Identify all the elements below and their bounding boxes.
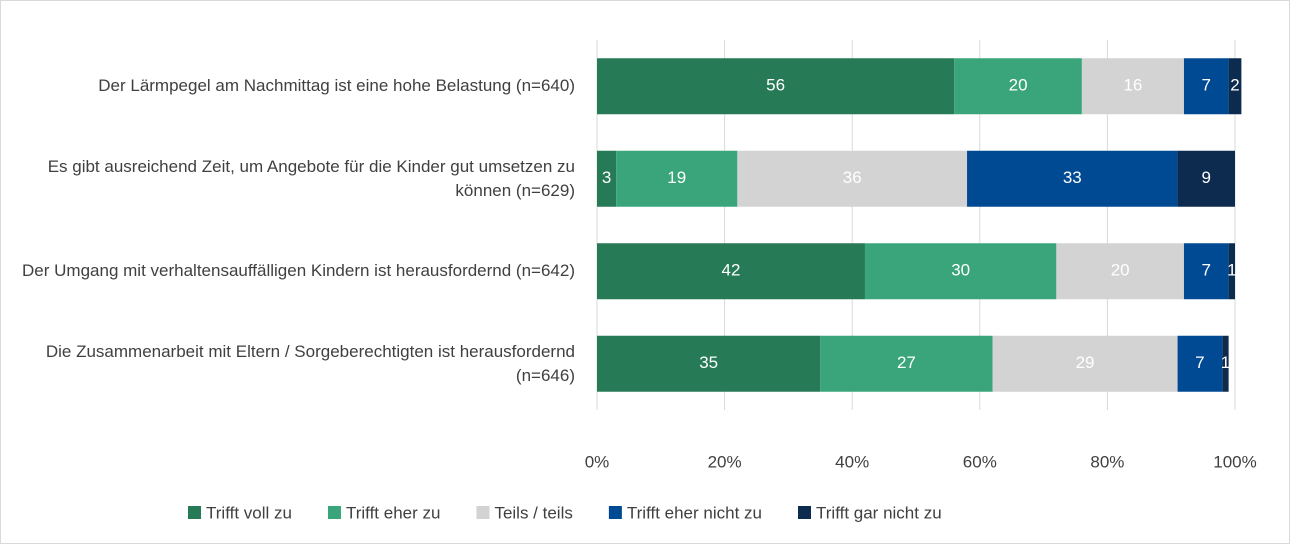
value-label: 20 bbox=[1009, 76, 1028, 95]
bar-segment bbox=[616, 150, 738, 207]
bar-segment bbox=[597, 58, 955, 115]
x-tick-label: 0% bbox=[585, 452, 610, 471]
bar-segment bbox=[1177, 335, 1223, 392]
value-label: 7 bbox=[1202, 261, 1211, 280]
legend-swatch bbox=[798, 506, 811, 519]
x-tick-label: 40% bbox=[835, 452, 869, 471]
value-label: 27 bbox=[897, 353, 916, 372]
bar-segment bbox=[1177, 150, 1235, 207]
value-label: 29 bbox=[1076, 353, 1095, 372]
value-label: 16 bbox=[1123, 76, 1142, 95]
x-tick-label: 80% bbox=[1090, 452, 1124, 471]
value-label: 1 bbox=[1227, 261, 1236, 280]
value-label: 30 bbox=[951, 261, 970, 280]
value-label: 19 bbox=[667, 168, 686, 187]
category-label: Es gibt ausreichend Zeit, um Angebote fü… bbox=[47, 156, 575, 200]
legend-label: Trifft voll zu bbox=[206, 503, 292, 522]
legend-label: Trifft eher nicht zu bbox=[627, 503, 762, 522]
legend-label: Trifft eher zu bbox=[346, 503, 440, 522]
bar-segment bbox=[1183, 58, 1229, 115]
value-label: 20 bbox=[1111, 261, 1130, 280]
bar-segment bbox=[1228, 58, 1242, 115]
value-label: 33 bbox=[1063, 168, 1082, 187]
bar-segment bbox=[954, 58, 1082, 115]
value-label: 7 bbox=[1202, 76, 1211, 95]
bar-segment bbox=[737, 150, 968, 207]
value-label: 42 bbox=[722, 261, 741, 280]
value-label: 7 bbox=[1195, 353, 1204, 372]
legend-swatch bbox=[188, 506, 201, 519]
category-label: Der Umgang mit verhaltensauffälligen Kin… bbox=[22, 261, 575, 281]
value-label: 1 bbox=[1221, 353, 1230, 372]
legend-swatch bbox=[476, 506, 490, 519]
bar-segment bbox=[1081, 58, 1184, 115]
bar-segment bbox=[1228, 243, 1235, 300]
bar-segment bbox=[864, 243, 1057, 300]
bar-segment bbox=[992, 335, 1178, 392]
value-label: 56 bbox=[766, 76, 785, 95]
legend-swatch bbox=[608, 506, 622, 519]
category-label: Der Lärmpegel am Nachmittag ist eine hoh… bbox=[98, 76, 575, 96]
bar-segment bbox=[1056, 243, 1184, 300]
value-label: 2 bbox=[1230, 76, 1239, 95]
bar-segment bbox=[1222, 335, 1229, 392]
bar-segment bbox=[1183, 243, 1229, 300]
legend-label: Trifft gar nicht zu bbox=[816, 503, 942, 522]
x-tick-label: 20% bbox=[708, 452, 742, 471]
x-tick-label: 100% bbox=[1213, 452, 1256, 471]
bar-segment bbox=[597, 150, 617, 207]
bar-segment bbox=[597, 335, 821, 392]
legend-label: Teils / teils bbox=[494, 503, 572, 522]
value-label: 3 bbox=[602, 168, 611, 187]
category-label: Die Zusammenarbeit mit Eltern / Sorgeber… bbox=[45, 341, 575, 385]
bar-segment bbox=[820, 335, 993, 392]
value-label: 36 bbox=[843, 168, 862, 187]
legend-swatch bbox=[327, 506, 341, 519]
value-label: 9 bbox=[1202, 168, 1211, 187]
value-label: 35 bbox=[699, 353, 718, 372]
x-tick-label: 60% bbox=[963, 452, 997, 471]
bar-segment bbox=[967, 150, 1178, 207]
bar-segment bbox=[597, 243, 865, 300]
